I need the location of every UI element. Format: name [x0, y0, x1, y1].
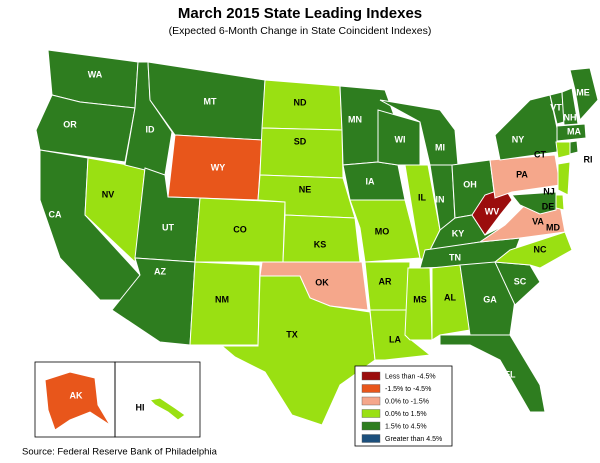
state-label: AK: [70, 390, 83, 400]
state-shape: [459, 261, 516, 336]
state-shape: [404, 267, 433, 341]
state-label: OK: [315, 277, 329, 287]
state-label: CA: [49, 209, 62, 219]
state-label: NH: [564, 112, 577, 122]
state-label: CT: [534, 149, 546, 159]
hawaii-inset: [114, 361, 201, 438]
state-shape: [569, 67, 599, 122]
state-shape: [494, 94, 558, 161]
state-label: WI: [395, 134, 406, 144]
state-label: NJ: [543, 186, 555, 196]
state-shape: [148, 397, 186, 421]
state-label: TN: [449, 252, 461, 262]
state-label: AR: [379, 276, 392, 286]
legend-label: 1.5% to 4.5%: [385, 423, 427, 430]
state-shape: [439, 334, 546, 413]
state-label: HI: [136, 402, 145, 412]
state-label: MD: [546, 222, 560, 232]
state-shape: [569, 140, 579, 155]
state-label: ME: [576, 87, 590, 97]
legend-swatch: [361, 421, 381, 431]
state-label: MI: [435, 142, 445, 152]
state-label: OR: [63, 119, 77, 129]
legend-swatch: [361, 434, 381, 443]
legend-label: Greater than 4.5%: [385, 436, 442, 443]
state-label: KY: [452, 228, 465, 238]
state-label: ND: [294, 97, 307, 107]
state-label: TX: [286, 329, 298, 339]
state-label: WY: [211, 162, 226, 172]
state-shape: [431, 264, 471, 341]
state-label: MT: [204, 96, 217, 106]
state-label: NE: [299, 184, 312, 194]
legend-swatch: [361, 396, 381, 406]
legend-label: -1.5% to -4.5%: [385, 386, 431, 393]
state-label: DE: [542, 201, 555, 211]
state-label: OH: [463, 179, 477, 189]
state-label: NV: [102, 189, 115, 199]
state-shape: [555, 141, 571, 159]
state-label: AL: [444, 292, 456, 302]
legend-swatch: [361, 371, 381, 381]
state-label: FL: [505, 369, 516, 379]
state-label: UT: [162, 222, 174, 232]
state-label: IL: [418, 192, 427, 202]
state-shape: [349, 199, 421, 263]
state-shape: [471, 187, 513, 236]
state-label: WV: [485, 206, 500, 216]
state-label: MS: [413, 294, 427, 304]
state-layer: WA OR CA NV ID MT WY UT AZ CO NM ND SD NE KS OK TX MN IA MO…: [35, 49, 599, 431]
state-shape: [35, 94, 136, 163]
state-label: SD: [294, 136, 307, 146]
state-label: VT: [550, 102, 562, 112]
state-shape: [556, 123, 587, 142]
state-shape: [342, 161, 406, 201]
state-label: NM: [215, 294, 229, 304]
subtitle: (Expected 6-Month Change in State Coinci…: [169, 25, 432, 37]
state-label: GA: [483, 294, 497, 304]
legend-label: Less than -4.5%: [385, 373, 436, 380]
state-shape: [220, 275, 376, 426]
title: March 2015 State Leading Indexes: [178, 5, 422, 22]
state-shape: [555, 194, 565, 211]
state-label: RI: [584, 154, 593, 164]
state-shape: [44, 371, 111, 431]
state-label: VA: [532, 216, 544, 226]
state-label: ID: [146, 124, 156, 134]
state-label: SC: [514, 276, 527, 286]
state-label: AZ: [154, 266, 166, 276]
source: Source: Federal Reserve Bank of Philadel…: [22, 447, 218, 458]
state-label: MO: [375, 226, 390, 236]
legend: Less than -4.5% -1.5% to -4.5% 0.0% to -1.…: [361, 371, 442, 443]
state-label: KS: [314, 239, 327, 249]
state-label: PA: [516, 169, 528, 179]
state-label: CO: [233, 224, 247, 234]
state-label: MA: [567, 126, 581, 136]
state-shape: [489, 154, 561, 199]
state-label: NC: [534, 244, 547, 254]
state-label: IN: [436, 194, 445, 204]
state-label: IA: [366, 176, 376, 186]
state-shape: [511, 191, 557, 215]
legend-swatch: [361, 409, 381, 418]
legend-swatch: [361, 384, 381, 393]
legend-label: 0.0% to -1.5%: [385, 398, 429, 405]
state-label: LA: [389, 334, 401, 344]
state-shape: [557, 161, 571, 196]
state-label: WA: [88, 69, 103, 79]
state-label: NY: [512, 134, 525, 144]
legend-label: 0.0% to 1.5%: [385, 411, 427, 418]
state-label: MN: [348, 114, 362, 124]
